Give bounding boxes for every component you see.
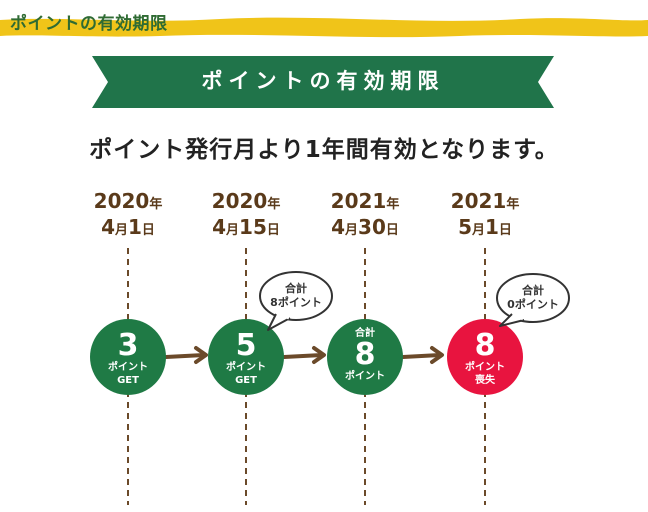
speech-bubble-2 [496, 273, 570, 327]
points-status: GET [235, 375, 257, 386]
point-circle-1 [90, 319, 166, 395]
date-label-3: 2021年 4月30日 [330, 189, 400, 239]
points-value: 3 [117, 328, 139, 363]
ribbon-banner [92, 56, 554, 108]
point-circle-3 [327, 319, 403, 395]
point-circle-4 [447, 319, 523, 395]
points-value: 8 [354, 337, 376, 372]
arrow-3 [401, 346, 444, 364]
circle-label-1: 3 ポイント GET [88, 331, 168, 387]
points-value: 5 [235, 328, 257, 363]
ribbon-title: ポイントの有効期限 [201, 69, 445, 93]
date-label-2: 2020年 4月15日 [211, 189, 281, 239]
arrow-1 [164, 346, 208, 364]
circle-label-3: 合計 8 ポイント [325, 327, 405, 383]
points-unit: ポイント [345, 371, 385, 382]
header-title: ポイントの有効期限 [10, 14, 168, 34]
points-total-label: 合計 [355, 328, 375, 339]
bubble-line-total: 合計 [285, 282, 307, 295]
header-band: ポイントの有効期限 [0, 0, 648, 40]
arrow-2 [282, 346, 326, 364]
bubble-line-total: 合計 [522, 284, 544, 297]
bubble-line-points: 0ポイント [507, 298, 559, 311]
points-unit: ポイント [108, 362, 148, 373]
bubble-line-points: 8ポイント [270, 296, 322, 309]
bubble-label-2: 合計 0ポイント [493, 284, 573, 312]
header-brush-stroke [0, 17, 648, 38]
points-unit: ポイント [465, 362, 505, 373]
circle-label-2: 5 ポイント GET [206, 331, 286, 387]
points-value: 8 [474, 328, 496, 363]
points-unit: ポイント [226, 362, 266, 373]
points-status: 喪失 [475, 375, 495, 386]
bubble-label-1: 合計 8ポイント [256, 282, 336, 310]
date-label-1: 2020年 4月1日 [93, 189, 163, 239]
point-circle-2 [208, 319, 284, 395]
date-label-4: 2021年 5月1日 [450, 189, 520, 239]
speech-bubble-1 [259, 271, 333, 331]
points-status: GET [117, 375, 139, 386]
lead-text: ポイント発行月より1年間有効となります。 [89, 137, 559, 163]
circle-label-4: 8 ポイント 喪失 [445, 331, 525, 387]
